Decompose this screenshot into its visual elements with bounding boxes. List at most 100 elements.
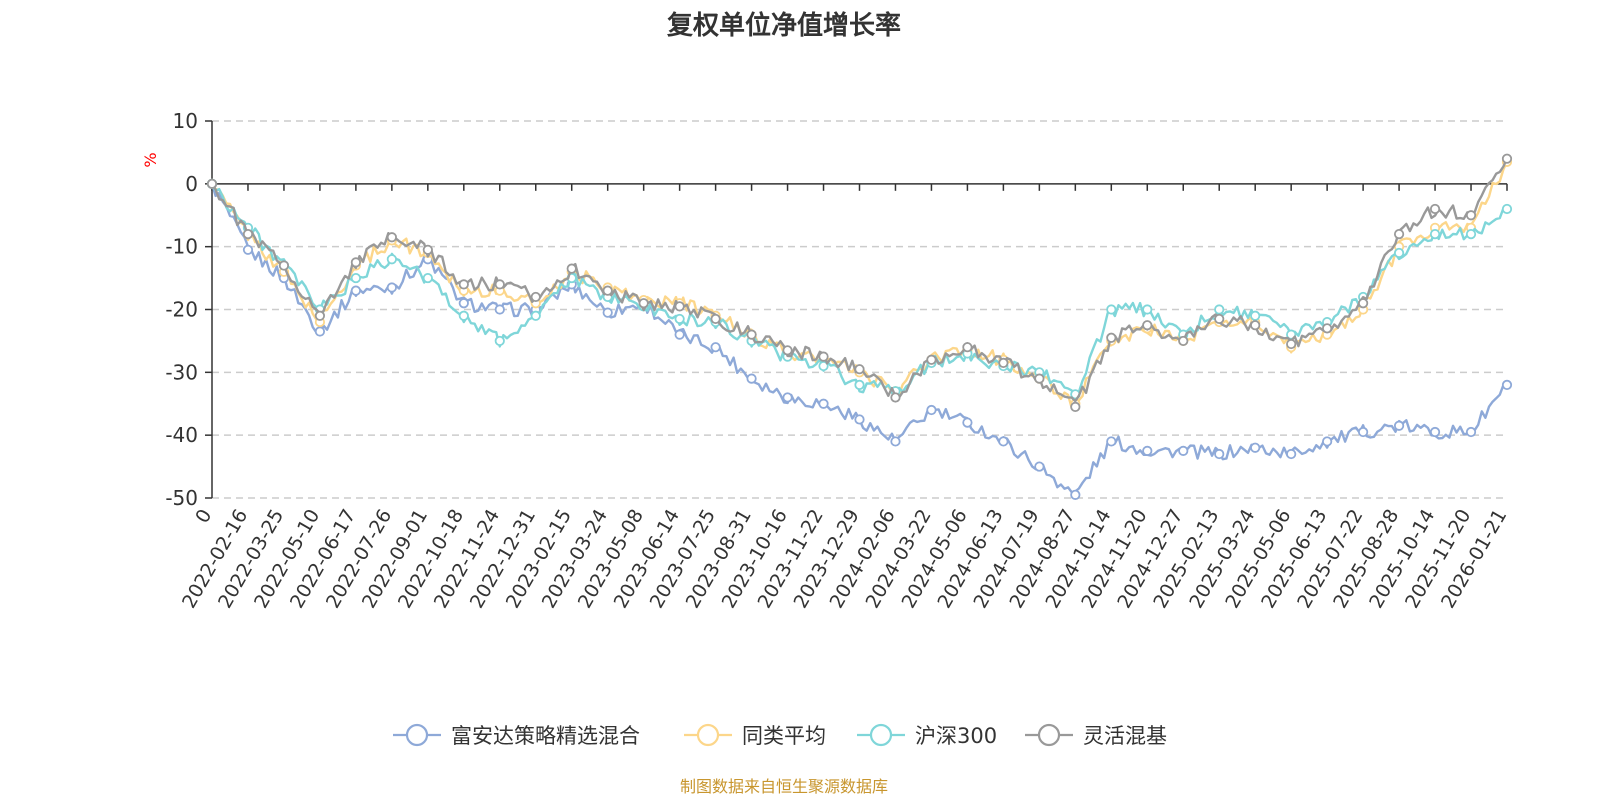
data-point — [1358, 426, 1369, 438]
data-point — [1178, 335, 1189, 347]
legend-marker-icon — [1037, 723, 1061, 747]
data-point — [1142, 320, 1153, 331]
data-point — [1142, 304, 1153, 315]
data-point — [242, 244, 254, 255]
data-point — [746, 329, 757, 340]
data-point — [1465, 210, 1477, 221]
data-point — [566, 263, 577, 274]
data-point — [890, 436, 901, 447]
data-point — [1214, 313, 1225, 325]
data-point — [422, 272, 433, 284]
data-point — [1393, 229, 1405, 240]
data-point — [710, 313, 721, 325]
data-point — [278, 260, 290, 271]
data-point — [818, 351, 829, 362]
data-point — [458, 279, 469, 290]
data-point — [386, 254, 397, 265]
data-point — [926, 354, 937, 365]
series-3 — [206, 153, 1513, 412]
data-point — [1106, 332, 1117, 343]
data-point — [638, 298, 649, 309]
legend-label: 富安达策略精选混合 — [451, 724, 640, 748]
data-point — [926, 404, 937, 416]
y-tick-label: 0 — [185, 172, 198, 196]
data-point — [530, 291, 541, 303]
data-point — [674, 313, 685, 325]
legend-item[interactable]: 同类平均 — [684, 723, 826, 748]
data-point — [1429, 229, 1441, 240]
data-point — [1250, 442, 1261, 453]
series-line — [210, 183, 1508, 494]
y-tick-label: -40 — [165, 423, 198, 447]
data-point — [350, 272, 361, 284]
data-point — [494, 335, 505, 347]
data-point — [1250, 310, 1261, 321]
series-0 — [206, 178, 1513, 500]
data-point — [818, 398, 829, 409]
data-source-note: 制图数据来自恒生聚源数据库 — [680, 777, 888, 796]
legend-item[interactable]: 富安达策略精选混合 — [393, 723, 640, 748]
data-point — [458, 310, 469, 321]
data-point — [494, 304, 505, 315]
data-point — [1393, 420, 1405, 431]
chart-title: 复权单位净值增长率 — [667, 10, 901, 41]
data-point — [602, 285, 613, 296]
legend-marker-icon — [696, 723, 720, 747]
data-point — [242, 229, 254, 240]
data-point — [782, 392, 793, 403]
data-point — [674, 329, 685, 340]
y-tick-label: -20 — [165, 298, 198, 322]
legend-label: 沪深300 — [915, 724, 997, 748]
data-point — [1465, 426, 1477, 438]
data-point — [1286, 338, 1297, 350]
data-point — [1429, 203, 1441, 215]
data-point — [818, 360, 829, 372]
data-point — [998, 436, 1009, 447]
data-point — [1286, 448, 1297, 460]
data-point — [710, 342, 721, 353]
data-point — [530, 310, 541, 321]
x-tick-label: 0 — [191, 506, 216, 527]
data-point — [1465, 229, 1477, 240]
legend-item[interactable]: 灵活混基 — [1025, 723, 1167, 748]
data-point — [314, 310, 326, 321]
data-point — [458, 298, 469, 309]
data-point — [1358, 298, 1369, 309]
data-point — [422, 244, 433, 255]
data-point — [1501, 379, 1513, 390]
data-point — [1501, 153, 1513, 164]
data-point — [1322, 323, 1333, 334]
data-point — [890, 392, 901, 403]
data-point — [674, 301, 685, 312]
y-axis-unit-label: % — [141, 152, 160, 167]
y-tick-label: -10 — [165, 235, 198, 259]
data-point — [1322, 436, 1333, 447]
legend-label: 灵活混基 — [1083, 724, 1167, 748]
data-point — [1106, 436, 1117, 447]
legend-item[interactable]: 沪深300 — [857, 723, 997, 748]
data-point — [1034, 373, 1045, 384]
data-point — [494, 279, 505, 290]
data-point — [962, 417, 973, 428]
data-point — [1034, 461, 1045, 472]
data-point — [1250, 320, 1261, 331]
data-point — [1501, 203, 1513, 215]
data-point — [854, 364, 865, 375]
y-tick-label: 10 — [173, 109, 198, 133]
data-point — [962, 342, 973, 353]
data-point — [1214, 448, 1225, 460]
data-point — [350, 285, 361, 296]
legend-marker-icon — [405, 723, 429, 747]
data-point — [998, 357, 1009, 369]
data-point — [854, 414, 865, 425]
legend-label: 同类平均 — [742, 724, 826, 748]
data-point — [386, 282, 397, 293]
legend-marker-icon — [869, 723, 893, 747]
data-point — [1106, 304, 1117, 315]
data-point — [1070, 401, 1081, 412]
data-point — [1429, 426, 1441, 438]
data-point — [350, 257, 361, 268]
data-point — [1214, 304, 1225, 315]
y-tick-label: -50 — [165, 486, 198, 510]
